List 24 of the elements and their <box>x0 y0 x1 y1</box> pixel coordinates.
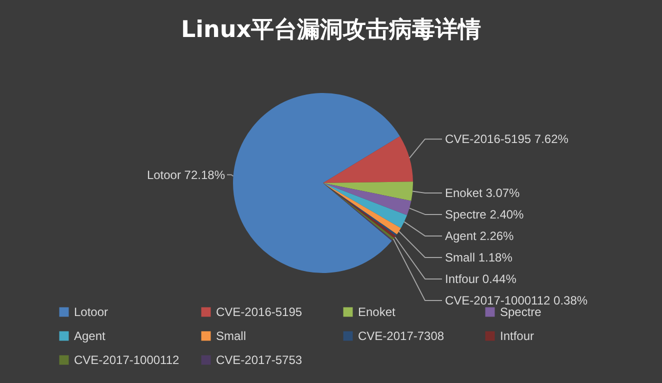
legend-label: CVE-2016-5195 <box>216 305 302 319</box>
category-label: Spectre 2.40% <box>445 207 524 222</box>
category-label: CVE-2017-1000112 0.38% <box>445 293 588 308</box>
pie-slice <box>323 183 412 216</box>
category-label: Lotoor 72.18% <box>146 168 225 182</box>
pie-slice <box>323 136 413 183</box>
category-label: Small 1.18% <box>445 250 512 264</box>
category-label: Agent 2.26% <box>445 228 514 243</box>
legend-label: Lotoor <box>74 305 108 319</box>
legend-label: Spectre <box>500 305 542 319</box>
pie-slice <box>233 93 400 273</box>
category-label: Enoket 3.07% <box>445 186 520 200</box>
legend-label: CVE-2017-7308 <box>358 329 444 343</box>
category-label: CVE-2016-5195 7.62% <box>445 132 568 146</box>
legend-label: Intfour <box>500 329 534 343</box>
pie-slice <box>323 183 408 228</box>
legend-label: CVE-2017-1000112 <box>74 353 180 367</box>
legend-label: Small <box>216 329 246 343</box>
chart-title: Linux平台漏洞攻击病毒详情 <box>180 17 482 43</box>
pie-slice <box>323 182 413 201</box>
legend-label: Enoket <box>358 305 396 319</box>
legend-label: CVE-2017-5753 <box>216 353 302 367</box>
legend-label: Agent <box>74 329 106 343</box>
category-label: Intfour 0.44% <box>445 272 516 286</box>
